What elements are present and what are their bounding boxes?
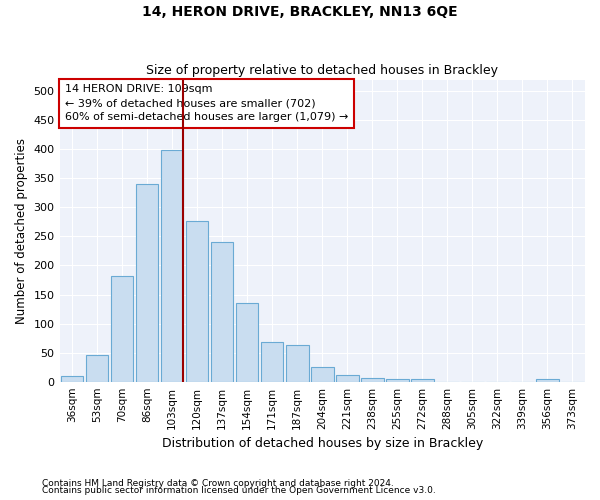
Title: Size of property relative to detached houses in Brackley: Size of property relative to detached ho… [146, 64, 498, 77]
Bar [86, 355, 109, 382]
Y-axis label: Number of detached properties: Number of detached properties [15, 138, 28, 324]
Bar [61, 376, 83, 382]
Text: Contains HM Land Registry data © Crown copyright and database right 2024.: Contains HM Land Registry data © Crown c… [42, 478, 394, 488]
Bar [236, 303, 259, 382]
Bar [386, 380, 409, 382]
Bar [161, 150, 184, 382]
Bar [536, 379, 559, 382]
Text: Contains public sector information licensed under the Open Government Licence v3: Contains public sector information licen… [42, 486, 436, 495]
X-axis label: Distribution of detached houses by size in Brackley: Distribution of detached houses by size … [161, 437, 483, 450]
Bar [136, 184, 158, 382]
Bar [361, 378, 383, 382]
Bar [336, 374, 359, 382]
Text: 14, HERON DRIVE, BRACKLEY, NN13 6QE: 14, HERON DRIVE, BRACKLEY, NN13 6QE [142, 5, 458, 19]
Text: 14 HERON DRIVE: 109sqm
← 39% of detached houses are smaller (702)
60% of semi-de: 14 HERON DRIVE: 109sqm ← 39% of detached… [65, 84, 348, 122]
Bar [286, 345, 308, 382]
Bar [261, 342, 283, 382]
Bar [111, 276, 133, 382]
Bar [411, 380, 434, 382]
Bar [311, 367, 334, 382]
Bar [211, 242, 233, 382]
Bar [186, 220, 208, 382]
